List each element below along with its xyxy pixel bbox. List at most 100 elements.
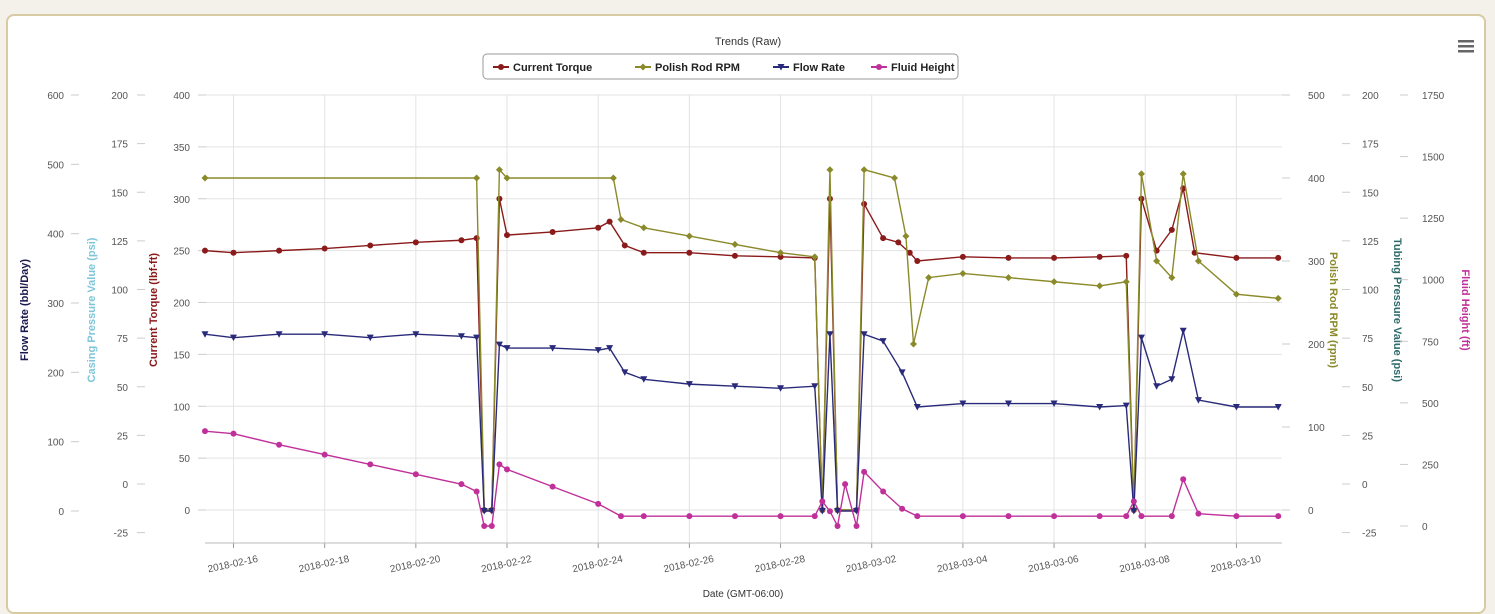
legend-swatch-marker — [639, 63, 647, 71]
data-point-fluid-height — [496, 461, 503, 468]
data-point-fluid-height — [458, 481, 465, 488]
x-tick-label: 2018-02-24 — [572, 554, 625, 575]
x-tick-label: 2018-02-22 — [480, 554, 533, 575]
x-tick-label: 2018-03-06 — [1027, 554, 1080, 575]
y-tick-label: -25 — [114, 529, 129, 540]
data-point-polish-rod-rpm — [902, 232, 910, 240]
y-tick-label: -25 — [1362, 529, 1377, 540]
data-point-current-torque — [1275, 254, 1282, 261]
data-point-polish-rod-rpm — [1050, 278, 1058, 286]
data-point-polish-rod-rpm — [959, 269, 967, 277]
data-point-polish-rod-rpm — [1168, 274, 1176, 282]
data-point-fluid-height — [504, 466, 511, 473]
data-point-flow-rate — [811, 383, 819, 390]
data-point-polish-rod-rpm — [925, 274, 933, 282]
legend-item-polish-rod-rpm[interactable]: Polish Rod RPM — [635, 62, 740, 74]
legend: Current Torque Polish Rod RPM Flow Rate Flu… — [493, 62, 955, 74]
y-tick-label: 0 — [184, 506, 190, 517]
data-point-current-torque — [458, 237, 465, 244]
legend-item-current-torque[interactable]: Current Torque — [493, 62, 592, 74]
data-point-current-torque — [230, 249, 237, 256]
data-point-current-torque — [1096, 253, 1103, 260]
data-point-current-torque — [1168, 226, 1175, 233]
data-point-polish-rod-rpm — [826, 166, 834, 174]
legend-label: Current Torque — [513, 62, 592, 74]
x-tick-label: 2018-03-08 — [1119, 554, 1172, 575]
y-axis-title-tubing-pressure: Tubing Pressure Value (psi) — [1391, 238, 1403, 382]
data-point-polish-rod-rpm — [891, 174, 899, 182]
data-point-fluid-height — [811, 513, 818, 520]
legend-label: Polish Rod RPM — [655, 62, 740, 74]
data-point-current-torque — [861, 200, 868, 207]
data-point-flow-rate — [818, 508, 826, 515]
data-point-polish-rod-rpm — [910, 340, 918, 348]
y-tick-label: 150 — [111, 188, 128, 199]
data-point-flow-rate — [473, 334, 481, 342]
data-point-polish-rod-rpm — [201, 174, 209, 182]
data-point-flow-rate — [860, 331, 868, 338]
data-point-flow-rate — [621, 369, 629, 376]
trends-chart: Trends (Raw) Current Torque Polish Rod RP… — [19, 36, 1474, 600]
legend-swatch-marker — [876, 64, 882, 70]
hamburger-menu-icon[interactable] — [1458, 40, 1474, 53]
y-axis-title-fluid-height: Fluid Height (ft) — [1459, 269, 1471, 351]
data-point-polish-rod-rpm — [1274, 294, 1282, 302]
series-line-current-torque — [204, 188, 1279, 511]
legend-item-fluid-height[interactable]: Fluid Height — [871, 62, 955, 74]
data-point-polish-rod-rpm — [731, 240, 739, 248]
data-point-current-torque — [686, 249, 693, 256]
data-point-current-torque — [777, 253, 784, 260]
data-point-fluid-height — [640, 513, 647, 520]
y-tick-label: 250 — [173, 247, 190, 258]
y-tick-label: 200 — [47, 368, 64, 379]
data-point-fluid-height — [412, 471, 419, 478]
y-tick-label: 500 — [1422, 399, 1439, 410]
data-point-polish-rod-rpm — [1137, 170, 1145, 178]
data-point-flow-rate — [594, 347, 602, 354]
series-current-torque — [202, 185, 1282, 513]
data-point-current-torque — [880, 235, 887, 242]
data-point-fluid-height — [777, 513, 784, 520]
data-point-flow-rate — [879, 338, 887, 345]
y-tick-label: 1250 — [1422, 214, 1445, 225]
data-point-flow-rate — [685, 381, 693, 388]
data-point-polish-rod-rpm — [1096, 282, 1104, 290]
y-tick-label: 500 — [47, 160, 64, 171]
legend-label: Fluid Height — [891, 62, 955, 74]
data-point-flow-rate — [1122, 402, 1130, 410]
data-point-fluid-height — [1233, 513, 1240, 520]
data-point-fluid-height — [899, 505, 906, 512]
y-tick-label: 100 — [47, 438, 64, 449]
data-point-current-torque — [731, 252, 738, 259]
data-point-current-torque — [895, 239, 902, 246]
data-point-current-torque — [1233, 254, 1240, 261]
data-point-fluid-height — [842, 481, 849, 488]
legend-item-flow-rate[interactable]: Flow Rate — [773, 62, 845, 74]
data-point-flow-rate — [201, 331, 209, 338]
data-point-fluid-height — [959, 513, 966, 520]
data-point-flow-rate — [549, 345, 557, 352]
y-tick-label: 350 — [173, 143, 190, 154]
data-point-polish-rod-rpm — [777, 249, 785, 257]
y-tick-label: 100 — [111, 286, 128, 297]
data-point-current-torque — [276, 247, 283, 254]
data-point-fluid-height — [1275, 513, 1282, 520]
y-tick-label: 300 — [47, 299, 64, 310]
data-point-current-torque — [549, 228, 556, 235]
data-point-fluid-height — [367, 461, 374, 468]
axes: 2018-02-16 2018-02-18 2018-02-20 2018-02-22… — [19, 91, 1471, 575]
data-point-flow-rate — [731, 383, 739, 390]
data-point-flow-rate — [959, 400, 967, 408]
y-tick-label: 500 — [1308, 91, 1325, 102]
data-point-flow-rate — [913, 404, 921, 411]
data-point-current-torque — [595, 224, 602, 231]
data-point-current-torque — [1005, 254, 1012, 261]
data-point-fluid-height — [1138, 513, 1145, 520]
data-point-current-torque — [914, 258, 921, 264]
y-tick-label: 125 — [111, 237, 128, 248]
data-point-current-torque — [906, 249, 913, 256]
data-point-flow-rate — [412, 331, 420, 338]
y-tick-label: 150 — [1362, 188, 1379, 199]
x-tick-label: 2018-03-10 — [1210, 554, 1263, 575]
data-point-current-torque — [504, 232, 511, 239]
